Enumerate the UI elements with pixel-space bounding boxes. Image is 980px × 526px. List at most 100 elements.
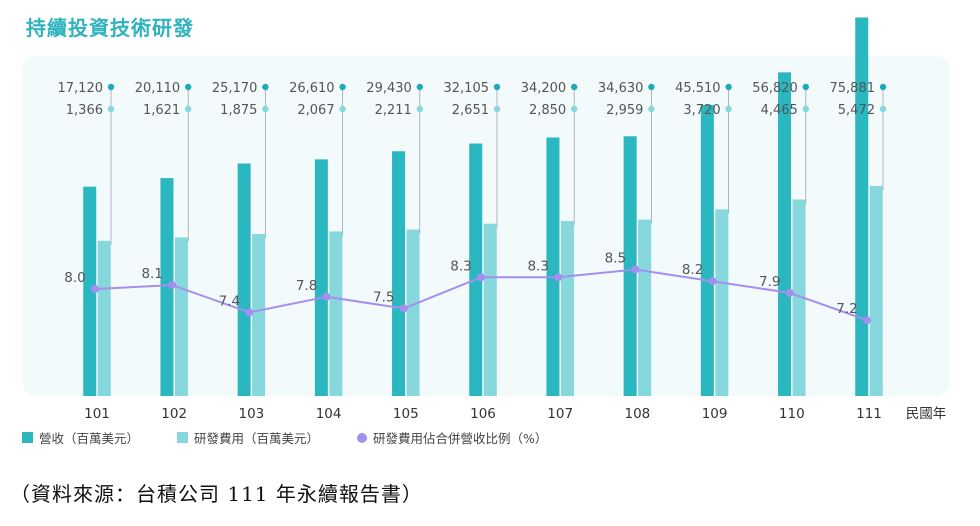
ratio-label-104: 7.8 xyxy=(296,278,317,294)
label-revenue-106: 32,105 xyxy=(444,81,490,96)
ratio-point-104 xyxy=(322,292,331,301)
label-revenue-107: 34,200 xyxy=(521,81,567,96)
legend-item-ratio: 研發費用佔合併營收比例（%） xyxy=(357,428,547,447)
source-caption: （資料來源：台積公司 111 年永續報告書） xyxy=(10,482,423,506)
bar-rd-103 xyxy=(252,234,266,396)
bar-rd-106 xyxy=(483,223,497,396)
bar-revenue-109 xyxy=(700,104,714,396)
ratio-label-105: 7.5 xyxy=(373,290,394,306)
ratio-point-108 xyxy=(631,265,640,274)
legend-swatch-revenue xyxy=(22,432,33,443)
bar-revenue-107 xyxy=(546,137,560,396)
legend-label-ratio: 研發費用佔合併營收比例（%） xyxy=(373,431,548,446)
dot-revenue-109 xyxy=(725,83,732,91)
ratio-point-101 xyxy=(91,285,99,293)
legend-item-revenue: 營收（百萬美元） xyxy=(22,428,139,447)
x-tick-106: 106 xyxy=(470,406,496,422)
dot-rd-105 xyxy=(416,105,423,113)
label-rd-111: 5,472 xyxy=(838,103,875,118)
label-revenue-101: 17,120 xyxy=(58,81,104,96)
label-rd-110: 4,465 xyxy=(761,103,798,118)
label-rd-106: 2,651 xyxy=(452,103,489,118)
label-rd-109: 3,720 xyxy=(683,103,720,118)
legend-swatch-ratio xyxy=(357,432,368,443)
dot-rd-106 xyxy=(493,105,501,113)
dot-revenue-110 xyxy=(802,83,809,91)
label-rd-103: 1,875 xyxy=(220,103,257,118)
label-rd-102: 1,621 xyxy=(143,103,180,118)
bar-rd-109 xyxy=(715,209,729,396)
dot-revenue-105 xyxy=(416,83,423,91)
dot-revenue-111 xyxy=(879,83,887,91)
x-tick-107: 107 xyxy=(547,406,573,422)
ratio-point-103 xyxy=(245,308,254,317)
bar-rd-101 xyxy=(97,240,111,396)
dot-rd-107 xyxy=(571,105,578,113)
dot-revenue-103 xyxy=(262,83,269,91)
x-tick-110: 110 xyxy=(779,406,805,422)
x-tick-103: 103 xyxy=(239,406,265,422)
bar-revenue-110 xyxy=(778,72,792,396)
label-revenue-108: 34,630 xyxy=(598,81,644,96)
bar-revenue-101 xyxy=(83,186,97,396)
ratio-point-109 xyxy=(708,277,717,286)
label-rd-101: 1,366 xyxy=(66,103,103,118)
dot-rd-108 xyxy=(648,105,655,113)
ratio-point-106 xyxy=(477,273,485,282)
legend-item-rd: 研發費用（百萬美元） xyxy=(177,428,319,447)
legend-label-revenue: 營收（百萬美元） xyxy=(39,431,140,446)
dot-revenue-107 xyxy=(571,83,578,91)
ratio-label-108: 8.5 xyxy=(605,251,626,267)
label-rd-105: 2,211 xyxy=(375,103,412,118)
ratio-point-107 xyxy=(554,273,563,282)
bar-rd-104 xyxy=(329,231,343,396)
label-rd-107: 2,850 xyxy=(529,103,566,118)
bar-rd-105 xyxy=(406,229,420,396)
ratio-label-101: 8.0 xyxy=(64,270,85,286)
bar-rd-107 xyxy=(560,221,574,396)
dot-revenue-101 xyxy=(107,83,115,91)
ratio-point-105 xyxy=(399,304,408,313)
dot-revenue-104 xyxy=(339,83,346,91)
chart-legend: 營收（百萬美元） 研發費用（百萬美元） 研發費用佔合併營收比例（%） xyxy=(22,428,585,447)
x-tick-104: 104 xyxy=(316,406,342,422)
ratio-label-106: 8.3 xyxy=(450,258,471,274)
x-tick-111: 111 xyxy=(856,406,882,422)
legend-label-rd: 研發費用（百萬美元） xyxy=(194,431,320,446)
ratio-point-102 xyxy=(168,281,177,290)
bar-revenue-106 xyxy=(469,143,483,396)
bar-rd-111 xyxy=(869,186,883,396)
ratio-label-111: 7.2 xyxy=(836,301,857,317)
ratio-label-109: 8.2 xyxy=(682,262,703,278)
bar-revenue-111 xyxy=(855,17,869,397)
x-tick-105: 105 xyxy=(393,406,419,422)
ratio-label-107: 8.3 xyxy=(527,258,548,274)
chart-title: 持續投資技術研發 xyxy=(26,16,194,40)
label-revenue-109: 45.510 xyxy=(675,81,721,96)
x-tick-108: 108 xyxy=(625,406,651,422)
x-tick-101: 101 xyxy=(84,406,110,422)
dot-rd-104 xyxy=(339,105,346,113)
bar-revenue-105 xyxy=(392,151,406,396)
ratio-label-103: 7.4 xyxy=(219,293,240,309)
dot-rd-101 xyxy=(107,105,115,113)
bar-revenue-103 xyxy=(237,163,251,396)
bar-rd-108 xyxy=(638,219,652,396)
dot-revenue-102 xyxy=(185,83,192,91)
dot-rd-102 xyxy=(185,105,192,113)
ratio-label-110: 7.9 xyxy=(759,274,780,290)
legend-swatch-rd xyxy=(177,432,189,443)
label-revenue-110: 56,820 xyxy=(752,81,798,96)
dot-revenue-108 xyxy=(648,83,655,91)
dot-rd-111 xyxy=(879,105,887,113)
bar-revenue-102 xyxy=(160,178,174,396)
label-revenue-104: 26,610 xyxy=(289,81,335,96)
ratio-point-111 xyxy=(863,316,871,325)
bar-revenue-108 xyxy=(623,136,637,396)
dot-rd-110 xyxy=(802,105,809,113)
label-rd-104: 2,067 xyxy=(297,103,334,118)
dot-rd-109 xyxy=(725,105,732,113)
bar-rd-102 xyxy=(174,237,188,396)
ratio-point-110 xyxy=(785,288,794,297)
